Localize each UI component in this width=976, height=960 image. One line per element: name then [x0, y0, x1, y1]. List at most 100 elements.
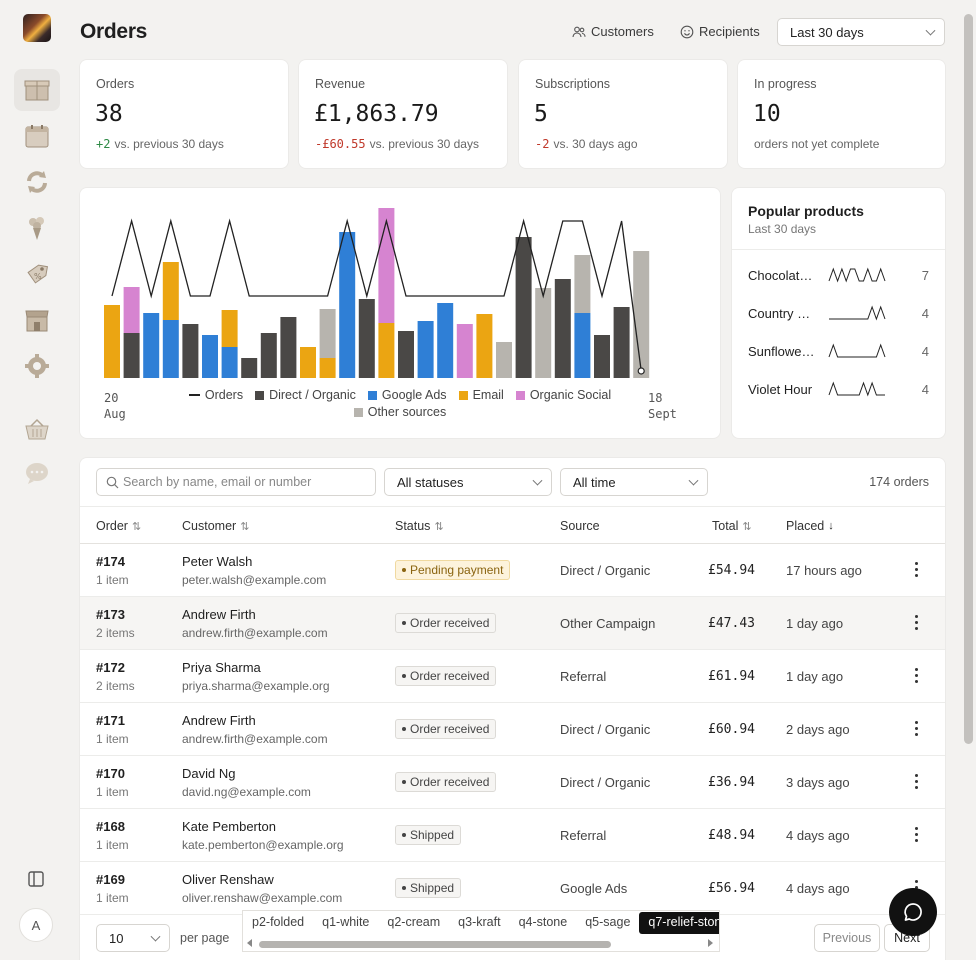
bar-other-sources-12[interactable]	[319, 309, 336, 358]
more-actions-icon[interactable]	[913, 613, 919, 631]
table-row[interactable]: #169 1 item Oliver Renshaw oliver.renshaw@e…	[80, 862, 945, 915]
col-status[interactable]: Status ⇅	[395, 519, 444, 533]
order-number[interactable]: #172	[96, 660, 125, 675]
variant-tab-q1-white[interactable]: q1-white	[322, 915, 370, 929]
popular-product-row[interactable]: Country Garden 4	[748, 303, 929, 323]
bar-direct-organic-2[interactable]	[123, 333, 140, 378]
legend-item[interactable]: Other sources	[353, 405, 446, 419]
bar-google-ads-4[interactable]	[162, 320, 179, 378]
bar-direct-organic-9[interactable]	[260, 333, 277, 378]
customers-link[interactable]: Customers	[572, 24, 654, 39]
bar-email-15[interactable]	[378, 323, 395, 378]
table-row[interactable]: #168 1 item Kate Pemberton kate.pemberton@e…	[80, 809, 945, 862]
more-actions-icon[interactable]	[913, 825, 919, 843]
order-number[interactable]: #174	[96, 554, 125, 569]
scroll-left-icon[interactable]	[247, 939, 252, 947]
order-number[interactable]: #169	[96, 872, 125, 887]
legend-item[interactable]: Google Ads	[367, 388, 447, 402]
table-row[interactable]: #174 1 item Peter Walsh peter.walsh@example…	[80, 544, 945, 597]
popular-product-row[interactable]: Chocolate Cosmos 7	[748, 265, 929, 285]
bar-direct-organic-14[interactable]	[358, 299, 375, 378]
sidebar-item-settings[interactable]	[14, 345, 60, 387]
variant-tab-q2-cream[interactable]: q2-cream	[387, 915, 441, 929]
bar-direct-organic-8[interactable]	[241, 358, 258, 378]
vertical-scrollbar[interactable]	[964, 14, 973, 744]
more-actions-icon[interactable]	[913, 666, 919, 684]
order-number[interactable]: #173	[96, 607, 125, 622]
col-total[interactable]: Total ⇅	[712, 519, 752, 533]
avatar[interactable]: A	[19, 908, 53, 942]
bar-direct-organic-27[interactable]	[613, 307, 630, 378]
sidebar-item-discounts[interactable]: %	[14, 253, 60, 295]
bar-direct-organic-24[interactable]	[554, 279, 571, 378]
variant-tab-q5-sage[interactable]: q5-sage	[585, 915, 631, 929]
variant-tab-q4-stone[interactable]: q4-stone	[518, 915, 568, 929]
app-logo[interactable]	[23, 14, 51, 42]
table-row[interactable]: #170 1 item David Ng david.ng@example.com Or…	[80, 756, 945, 809]
per-page-select[interactable]: 10	[96, 924, 170, 952]
chat-button[interactable]	[889, 888, 937, 936]
bar-other-sources-25[interactable]	[574, 255, 591, 313]
legend-item[interactable]: Email	[458, 388, 504, 402]
col-placed[interactable]: Placed ↓	[786, 519, 834, 533]
popular-product-row[interactable]: Sunflower Sunset 4	[748, 341, 929, 361]
legend-item[interactable]: Orders	[188, 388, 243, 402]
sidebar-item-products[interactable]	[14, 207, 60, 249]
bar-email-20[interactable]	[476, 314, 493, 378]
bar-organic-social-2[interactable]	[123, 287, 140, 333]
variant-tab-q3-kraft[interactable]: q3-kraft	[458, 915, 501, 929]
table-row[interactable]: #173 2 items Andrew Firth andrew.firth@exam…	[80, 597, 945, 650]
col-customer[interactable]: Customer ⇅	[182, 519, 249, 533]
bar-organic-social-19[interactable]	[456, 324, 473, 378]
previous-button[interactable]: Previous	[814, 924, 880, 952]
bar-email-1[interactable]	[104, 305, 120, 378]
sidebar-item-shop[interactable]	[14, 299, 60, 341]
bar-direct-organic-16[interactable]	[398, 331, 414, 378]
bar-google-ads-25[interactable]	[574, 313, 591, 378]
variant-tab-p2-folded[interactable]: p2-folded	[252, 915, 305, 929]
time-filter-select[interactable]: All time	[560, 468, 708, 496]
scroll-right-icon[interactable]	[708, 939, 713, 947]
legend-item[interactable]: Organic Social	[515, 388, 611, 402]
horizontal-scrollbar[interactable]	[243, 938, 719, 950]
bar-other-sources-21[interactable]	[496, 342, 512, 378]
bar-direct-organic-26[interactable]	[594, 335, 610, 378]
bar-google-ads-3[interactable]	[143, 313, 160, 378]
bar-direct-organic-10[interactable]	[280, 317, 297, 378]
bar-email-7[interactable]	[221, 310, 238, 347]
bar-organic-social-15[interactable]	[378, 208, 395, 323]
sidebar-item-basket[interactable]	[14, 408, 60, 450]
sidebar-item-calendar[interactable]	[14, 115, 60, 157]
variant-tab-q7-relief-stone[interactable]: q7-relief-stone	[639, 912, 719, 934]
col-order[interactable]: Order ⇅	[96, 519, 141, 533]
bar-google-ads-7[interactable]	[221, 347, 238, 378]
bar-email-11[interactable]	[300, 347, 316, 378]
sidebar-item-orders[interactable]	[14, 69, 60, 111]
recipients-link[interactable]: Recipients	[680, 24, 760, 39]
popular-product-row[interactable]: Violet Hour 4	[748, 379, 929, 399]
search-input[interactable]: Search by name, email or number	[96, 468, 376, 496]
sidebar-item-subscriptions[interactable]	[14, 161, 60, 203]
bar-google-ads-13[interactable]	[339, 232, 356, 378]
bar-direct-organic-22[interactable]	[515, 237, 532, 378]
bar-email-12[interactable]	[319, 358, 336, 378]
order-number[interactable]: #170	[96, 766, 125, 781]
order-number[interactable]: #168	[96, 819, 125, 834]
table-row[interactable]: #172 2 items Priya Sharma priya.sharma@exam…	[80, 650, 945, 703]
date-range-select[interactable]: Last 30 days	[777, 18, 945, 46]
sidebar-item-messages[interactable]	[14, 452, 60, 494]
bar-google-ads-17[interactable]	[417, 321, 434, 378]
more-actions-icon[interactable]	[913, 560, 919, 578]
more-actions-icon[interactable]	[913, 772, 919, 790]
bar-other-sources-23[interactable]	[535, 288, 552, 378]
order-number[interactable]: #171	[96, 713, 125, 728]
scrollbar-thumb[interactable]	[259, 941, 611, 948]
legend-item[interactable]: Direct / Organic	[255, 388, 356, 402]
bar-google-ads-6[interactable]	[202, 335, 218, 378]
more-actions-icon[interactable]	[913, 719, 919, 737]
bar-direct-organic-5[interactable]	[182, 324, 199, 378]
table-row[interactable]: #171 1 item Andrew Firth andrew.firth@examp…	[80, 703, 945, 756]
bar-other-sources-28[interactable]	[633, 251, 650, 378]
status-filter-select[interactable]: All statuses	[384, 468, 552, 496]
bar-google-ads-18[interactable]	[437, 303, 454, 378]
